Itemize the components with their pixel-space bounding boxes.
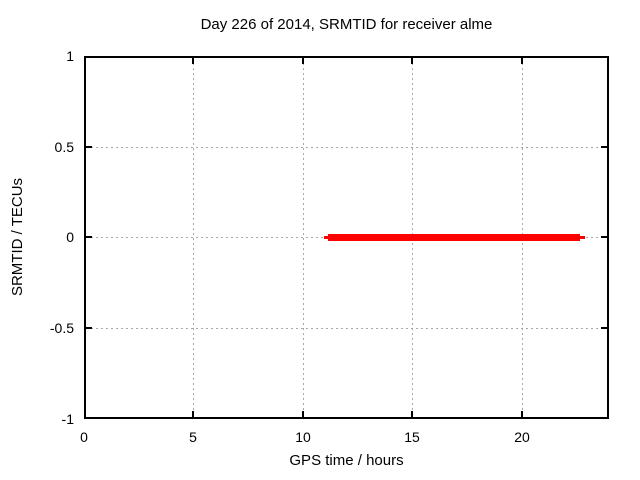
tick-top-x-20 <box>521 58 523 64</box>
tick-top-x-15 <box>411 58 413 64</box>
y-tick-label-1: 1 <box>66 48 74 64</box>
x-tick-label-10: 10 <box>295 429 311 445</box>
series-segment <box>328 234 580 241</box>
gridline-y--0.5 <box>86 328 607 329</box>
x-tick-label-5: 5 <box>189 429 197 445</box>
tick-top-x-5 <box>192 58 194 64</box>
y-tick-label-0: 0 <box>66 229 74 245</box>
tick-top-x-10 <box>302 58 304 64</box>
x-axis-label: GPS time / hours <box>289 452 404 469</box>
y-tick-label-0.5: 0.5 <box>54 139 74 155</box>
tick-right-y--0.5 <box>601 327 607 329</box>
tick-right-y-0 <box>601 236 607 238</box>
x-tick-label-20: 20 <box>514 429 530 445</box>
tick-bottom-x-10 <box>302 411 304 417</box>
gridline-y-0.5 <box>86 147 607 148</box>
x-tick-label-15: 15 <box>404 429 420 445</box>
tick-left-y-0.5 <box>86 146 92 148</box>
tick-bottom-x-5 <box>192 411 194 417</box>
tick-left-y--0.5 <box>86 327 92 329</box>
tick-left-y-0 <box>86 236 92 238</box>
tick-bottom-x-15 <box>411 411 413 417</box>
tick-right-y-0.5 <box>601 146 607 148</box>
tick-bottom-x-20 <box>521 411 523 417</box>
y-tick-label--1: -1 <box>61 411 74 427</box>
chart-title: Day 226 of 2014, SRMTID for receiver alm… <box>200 16 493 33</box>
plot-area <box>84 56 609 419</box>
y-tick-label--0.5: -0.5 <box>49 320 74 336</box>
y-axis-label: SRMTID / TECUs <box>8 177 26 297</box>
x-tick-label-0: 0 <box>80 429 88 445</box>
